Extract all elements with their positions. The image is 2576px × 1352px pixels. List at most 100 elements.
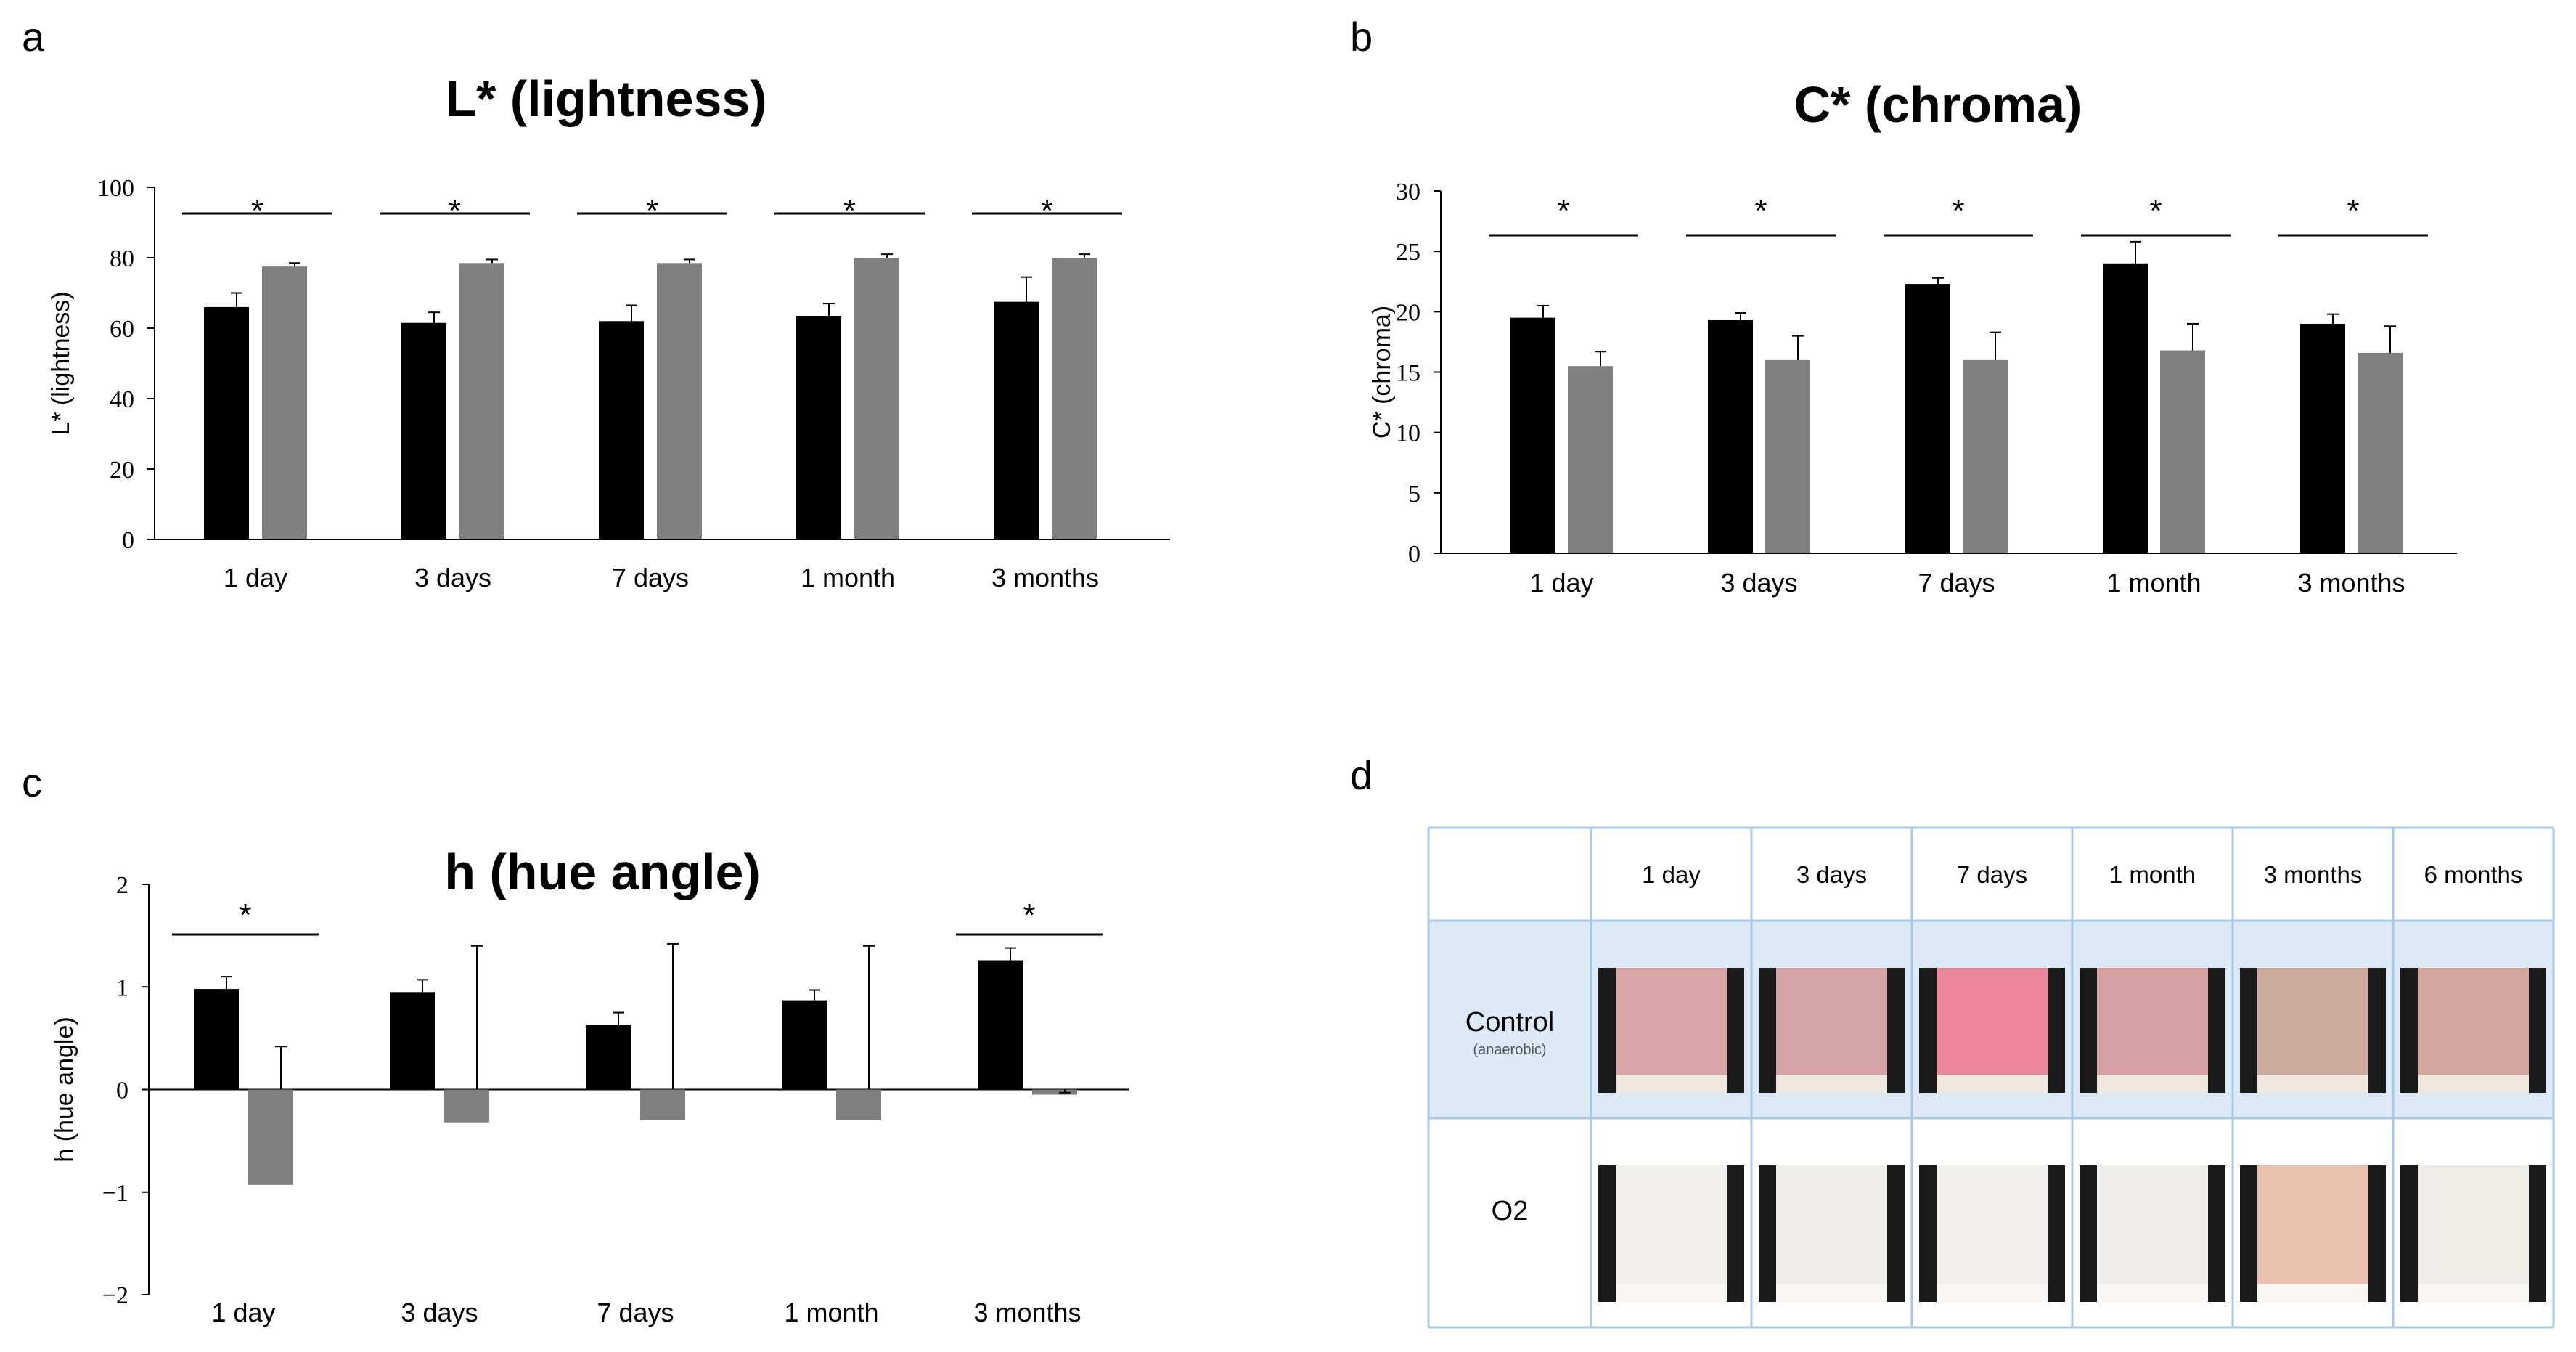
table-photo-specimen <box>1937 968 2048 1093</box>
chart-b-bar-control <box>1510 317 1555 553</box>
chart-a-bar-o2 <box>854 258 899 539</box>
table-photo-specimen <box>1776 968 1887 1093</box>
chart-a-category-label: 3 days <box>414 563 491 592</box>
chart-c-category-label: 1 day <box>211 1298 275 1327</box>
chart-a-bar-o2 <box>1052 258 1097 539</box>
table-row-label-control: Control <box>1465 1007 1555 1038</box>
table-photo-specimen <box>2418 968 2529 1093</box>
chart-a-category-label: 7 days <box>612 563 689 592</box>
table-column-header: 3 months <box>2264 861 2363 888</box>
chart-b-bar-control <box>1708 319 1753 553</box>
chart-b-category-label: 3 months <box>2297 568 2405 598</box>
table-photo-base <box>2418 1075 2529 1093</box>
chart-b-category-label: 1 month <box>2106 568 2201 598</box>
table-column-header: 7 days <box>1957 861 2027 888</box>
chart-b-significance-star: * <box>1952 193 1964 229</box>
chart-a-significance-star: * <box>843 193 856 229</box>
chart-a-bar-control <box>796 316 841 539</box>
table-photo-base <box>1616 1284 1727 1302</box>
chart-b-ytick-label: 20 <box>1396 299 1420 326</box>
table-photo-specimen <box>1937 1165 2048 1302</box>
chart-b-significance-star: * <box>2149 193 2162 229</box>
chart-c-ytick-label: 0 <box>116 1078 128 1104</box>
table-photo-specimen <box>2257 968 2368 1093</box>
table-photo-base <box>2418 1284 2529 1302</box>
chart-c-category-label: 3 months <box>973 1298 1081 1327</box>
chart-b-ytick-label: 10 <box>1396 420 1420 447</box>
chart-b-category-label: 1 day <box>1529 568 1593 598</box>
chart-a-bar-o2 <box>262 266 307 539</box>
chart-c-bar-o2 <box>1032 1089 1077 1095</box>
chart-b-bar-control <box>2103 263 2148 553</box>
panel-label-b: b <box>1350 14 1373 60</box>
chart-c-ylabel: h (hue angle) <box>51 1017 78 1162</box>
chart-c-bar-o2 <box>444 1089 489 1123</box>
chart-a-ytick-label: 0 <box>122 527 134 554</box>
chart-a-significance-star: * <box>1041 193 1053 229</box>
chart-a-ytick-label: 100 <box>97 175 134 202</box>
chart-a-bar-control <box>401 322 446 539</box>
table-photo-base <box>1937 1075 2048 1093</box>
panel-label-c: c <box>22 760 42 805</box>
table-row-sublabel-control: (anaerobic) <box>1473 1042 1546 1058</box>
chart-b-title: C* (chroma) <box>1794 76 2082 133</box>
chart-b-ytick-label: 25 <box>1396 239 1420 266</box>
chart-a-significance-star: * <box>251 193 263 229</box>
chart-b-significance-star: * <box>1557 193 1569 229</box>
chart-c-bar-o2 <box>640 1089 685 1120</box>
chart-b-category-label: 7 days <box>1918 568 1995 598</box>
chart-b-bar-control <box>2300 323 2345 553</box>
chart-c-bar-control <box>978 960 1023 1090</box>
table-column-header: 3 days <box>1796 861 1867 888</box>
chart-b-ytick-label: 0 <box>1408 541 1420 568</box>
chart-b-bar-o2 <box>2160 350 2205 553</box>
chart-a-title: L* (lightness) <box>445 70 766 127</box>
chart-c-significance-star: * <box>1023 897 1035 933</box>
chart-c-category-label: 7 days <box>597 1298 674 1327</box>
chart-a-bar-control <box>204 306 249 539</box>
chart-c-bar-o2 <box>248 1089 293 1185</box>
chart-a-significance-star: * <box>646 193 658 229</box>
table-photo-specimen <box>1776 1165 1887 1302</box>
chart-c-bar-control <box>194 989 239 1090</box>
chart-a-bar-control <box>994 301 1039 539</box>
chart-c-ytick-label: −2 <box>102 1282 128 1309</box>
table-row-label-o2: O2 <box>1492 1196 1529 1226</box>
table-photo-base <box>2097 1075 2208 1093</box>
table-photo-base <box>1776 1075 1887 1093</box>
table-photo-base <box>2257 1284 2368 1302</box>
table-photo-base <box>2097 1284 2208 1302</box>
chart-c-category-label: 1 month <box>784 1298 878 1327</box>
chart-a-bar-o2 <box>657 263 702 539</box>
table-photo-specimen <box>2097 968 2208 1093</box>
chart-b-significance-star: * <box>2347 193 2359 229</box>
chart-c-ytick-label: 1 <box>116 974 128 1001</box>
chart-b-ytick-label: 5 <box>1408 481 1420 508</box>
chart-a-ytick-label: 20 <box>110 457 134 484</box>
chart-b-ytick-label: 30 <box>1396 179 1420 205</box>
chart-c-bar-control <box>586 1025 631 1090</box>
chart-b-bar-o2 <box>1568 366 1613 553</box>
chart-c-bar-control <box>782 1000 827 1090</box>
table-photo-specimen <box>2097 1165 2208 1302</box>
chart-a-bar-control <box>599 321 644 539</box>
table-photo-base <box>1937 1284 2048 1302</box>
chart-c-ytick-label: −1 <box>102 1180 128 1207</box>
chart-a-category-label: 1 month <box>801 563 895 592</box>
chart-b-ytick-label: 15 <box>1396 360 1420 387</box>
chart-a-category-label: 1 day <box>224 563 287 592</box>
chart-a-bar-o2 <box>459 263 504 539</box>
table-photo-specimen <box>1616 1165 1727 1302</box>
table-column-header: 6 months <box>2424 861 2523 888</box>
table-photo-specimen <box>2418 1165 2529 1302</box>
chart-b-ylabel: C* (chroma) <box>1368 306 1396 439</box>
chart-a-ylabel: L* (lightness) <box>47 291 75 435</box>
table-photo-base <box>2257 1075 2368 1093</box>
chart-b-significance-star: * <box>1754 193 1767 229</box>
chart-b-bar-o2 <box>1963 359 2008 553</box>
panel-label-d: d <box>1350 752 1373 798</box>
chart-a-significance-star: * <box>449 193 461 229</box>
chart-a-category-label: 3 months <box>991 563 1099 592</box>
chart-c-title: h (hue angle) <box>444 844 761 900</box>
